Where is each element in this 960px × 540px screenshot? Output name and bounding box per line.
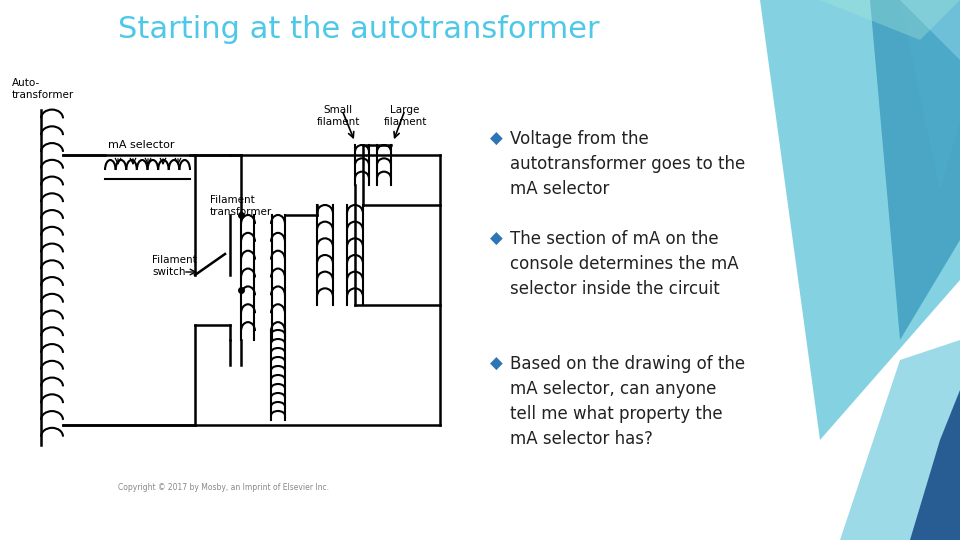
Text: Auto-
transformer: Auto- transformer [12,78,74,99]
Text: Filament
transformer: Filament transformer [210,195,273,217]
Text: Voltage from the
autotransformer goes to the
mA selector: Voltage from the autotransformer goes to… [510,130,745,198]
Polygon shape [760,0,960,440]
Polygon shape [900,0,960,190]
Polygon shape [840,340,960,540]
Text: Starting at the autotransformer: Starting at the autotransformer [118,15,600,44]
Polygon shape [720,0,960,60]
Text: Small
filament: Small filament [316,105,360,126]
Text: Filament
switch: Filament switch [152,255,197,276]
Polygon shape [680,0,960,40]
Text: ◆: ◆ [490,130,503,148]
Text: ◆: ◆ [490,355,503,373]
Polygon shape [910,390,960,540]
Text: Copyright © 2017 by Mosby, an Imprint of Elsevier Inc.: Copyright © 2017 by Mosby, an Imprint of… [118,483,329,492]
Text: The section of mA on the
console determines the mA
selector inside the circuit: The section of mA on the console determi… [510,230,738,298]
Text: Based on the drawing of the
mA selector, can anyone
tell me what property the
mA: Based on the drawing of the mA selector,… [510,355,745,448]
Polygon shape [870,0,960,340]
Text: Large
filament: Large filament [383,105,426,126]
Text: mA selector: mA selector [108,140,175,150]
Text: ◆: ◆ [490,230,503,248]
